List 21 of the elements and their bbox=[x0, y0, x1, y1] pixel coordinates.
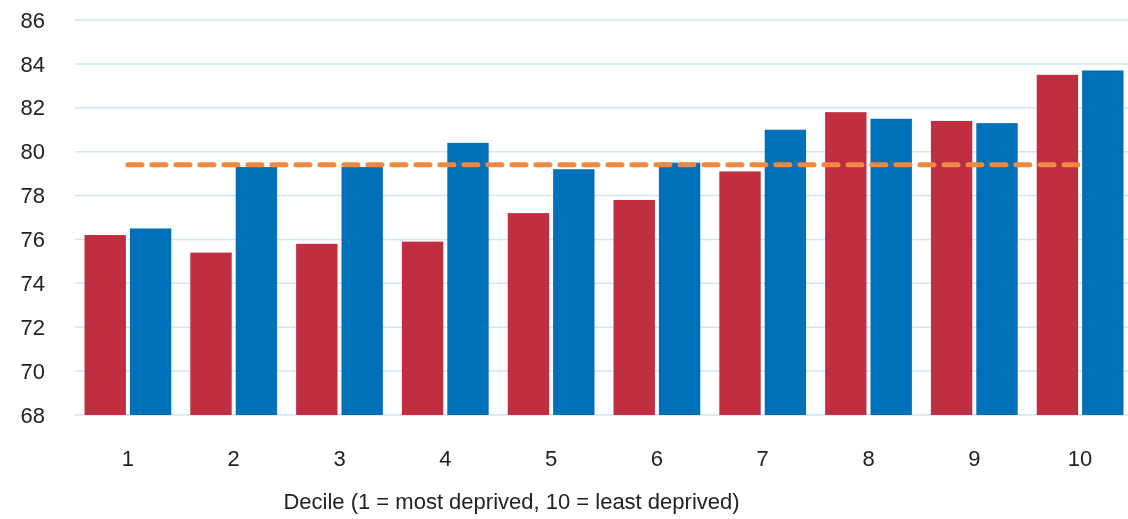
y-tick-label: 82 bbox=[20, 95, 45, 121]
y-tick-label: 80 bbox=[20, 139, 45, 165]
x-tick-label: 7 bbox=[756, 446, 769, 471]
y-tick-label: 68 bbox=[20, 402, 45, 428]
y-tick-label: 84 bbox=[20, 51, 45, 77]
y-tick-label: 70 bbox=[20, 358, 45, 384]
x-tick-label: 6 bbox=[650, 446, 664, 471]
y-tick-label: 74 bbox=[20, 271, 45, 297]
x-tick-label: 2 bbox=[227, 446, 240, 471]
x-tick-label: 3 bbox=[333, 446, 346, 471]
y-tick-label: 86 bbox=[20, 7, 45, 33]
x-axis-title: Decile (1 = most deprived, 10 = least deprived) bbox=[283, 489, 740, 514]
y-tick-label: 76 bbox=[20, 227, 45, 253]
x-tick-label: 8 bbox=[862, 446, 875, 471]
y-tick-label: 72 bbox=[20, 314, 45, 340]
x-tick-label: 1 bbox=[121, 446, 135, 471]
x-tick-label: 9 bbox=[968, 446, 981, 471]
x-tick-label: 5 bbox=[544, 446, 558, 471]
x-tick-label: 4 bbox=[439, 446, 452, 471]
x-tick-label: 10 bbox=[1067, 446, 1093, 471]
y-tick-label: 78 bbox=[20, 183, 45, 209]
